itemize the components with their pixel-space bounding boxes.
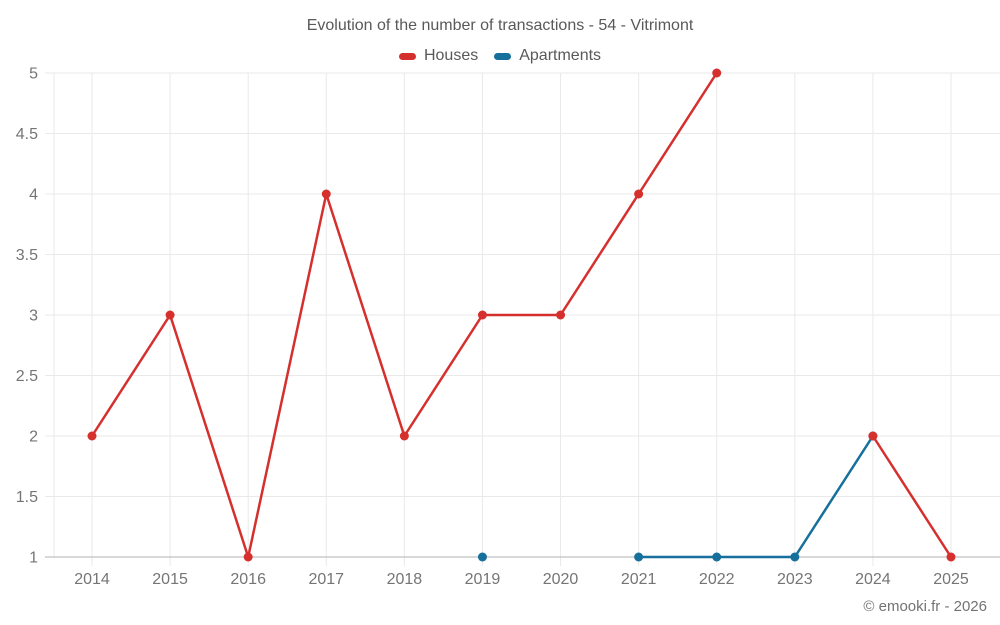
y-tick-label: 1 [29, 550, 38, 567]
x-tick-label: 2024 [855, 571, 891, 588]
x-tick-label: 2025 [933, 571, 969, 588]
x-tick-label: 2017 [308, 571, 344, 588]
y-tick-label: 3 [29, 308, 38, 325]
x-tick-label: 2020 [543, 571, 579, 588]
legend-item-houses[interactable]: Houses [398, 47, 479, 65]
data-point-houses-2022[interactable] [712, 68, 722, 78]
x-tick-label: 2014 [74, 571, 110, 588]
data-point-houses-2019[interactable] [477, 310, 487, 320]
data-point-houses-2025[interactable] [946, 552, 956, 562]
data-point-houses-2024[interactable] [868, 431, 878, 441]
data-point-apartments-2022[interactable] [712, 552, 722, 562]
data-point-houses-2016[interactable] [243, 552, 253, 562]
apartments-series-label: Apartments [519, 47, 602, 64]
chart-legend: Houses Apartments [0, 47, 1000, 65]
y-tick-label: 3.5 [16, 247, 38, 264]
data-point-apartments-2023[interactable] [790, 552, 800, 562]
houses-series-swatch [398, 52, 416, 60]
chart-title: Evolution of the number of transactions … [306, 17, 694, 34]
data-point-houses-2015[interactable] [165, 310, 175, 320]
data-point-houses-2021[interactable] [634, 189, 644, 199]
data-point-apartments-2021[interactable] [634, 552, 644, 562]
x-tick-label: 2023 [777, 571, 813, 588]
legend-item-apartments[interactable]: Apartments [494, 47, 601, 65]
data-point-houses-2018[interactable] [399, 431, 409, 441]
y-tick-label: 5 [29, 66, 38, 83]
x-tick-label: 2021 [621, 571, 657, 588]
x-tick-label: 2018 [387, 571, 423, 588]
series-line-houses [871, 434, 953, 559]
apartments-series-swatch [494, 52, 512, 60]
y-tick-label: 2.5 [16, 368, 38, 385]
data-point-houses-2017[interactable] [321, 189, 331, 199]
x-tick-label: 2016 [230, 571, 266, 588]
copyright-text: © emooki.fr - 2026 [863, 598, 987, 615]
data-point-houses-2014[interactable] [87, 431, 97, 441]
y-tick-label: 4 [29, 187, 38, 204]
y-tick-label: 2 [29, 429, 38, 446]
y-tick-label: 4.5 [16, 126, 38, 143]
x-tick-label: 2022 [699, 571, 735, 588]
data-point-apartments-2019[interactable] [477, 552, 487, 562]
houses-series-label: Houses [423, 47, 479, 64]
x-tick-label: 2015 [152, 571, 188, 588]
x-tick-label: 2019 [465, 571, 501, 588]
y-tick-label: 1.5 [16, 489, 38, 506]
data-point-houses-2020[interactable] [556, 310, 566, 320]
series-line-apartments [637, 434, 875, 559]
